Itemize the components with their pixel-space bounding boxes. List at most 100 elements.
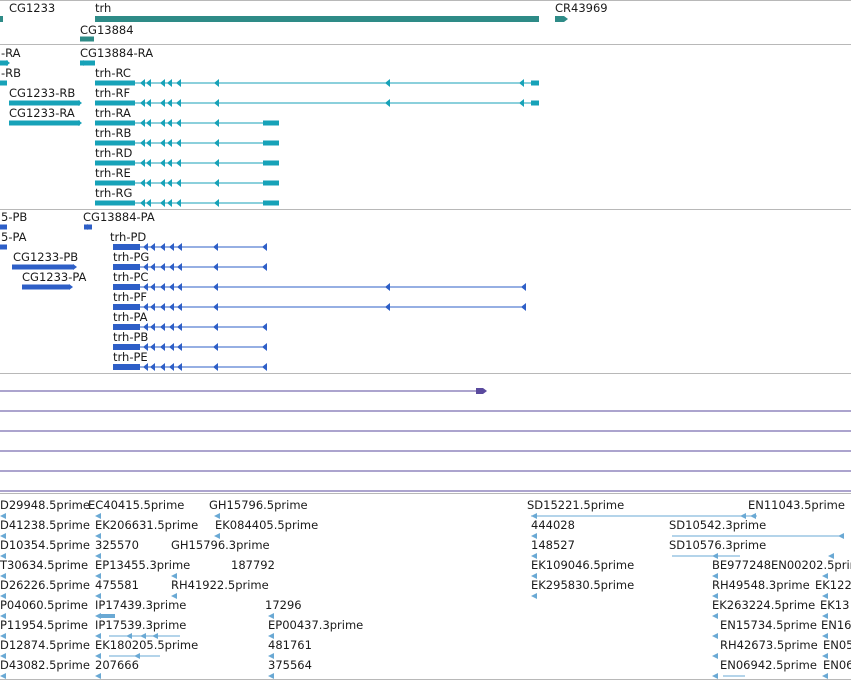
feature-label[interactable]: 17296	[265, 598, 302, 612]
feature-label[interactable]: EN00202.5prime	[771, 558, 851, 572]
exon-block[interactable]	[555, 16, 568, 22]
strand-arrow-left[interactable]	[160, 99, 165, 107]
est-glyph[interactable]	[268, 653, 274, 659]
exon-block[interactable]	[95, 100, 135, 106]
strand-arrow-left[interactable]	[177, 323, 182, 331]
strand-arrow-left[interactable]	[167, 99, 172, 107]
strand-arrow-left[interactable]	[213, 243, 218, 251]
feature-label[interactable]: CG1233	[9, 1, 56, 15]
exon-block[interactable]	[263, 160, 279, 166]
strand-arrow-left[interactable]	[169, 243, 174, 251]
feature-label[interactable]: EN15734.5prime	[720, 618, 817, 632]
strand-arrow-left[interactable]	[214, 139, 219, 147]
exon-block[interactable]	[95, 200, 135, 206]
feature-label[interactable]: EC40415.5prime	[88, 498, 185, 512]
strand-arrow-left[interactable]	[176, 79, 181, 87]
est-glyph[interactable]	[531, 553, 537, 559]
strand-arrow-left[interactable]	[167, 159, 172, 167]
est-glyph[interactable]	[822, 673, 828, 679]
strand-arrow-left[interactable]	[140, 99, 145, 107]
feature-label[interactable]: RH41922.5prime	[171, 578, 269, 592]
strand-arrow-left[interactable]	[177, 363, 182, 371]
feature-label[interactable]: D12874.5prime	[0, 638, 90, 652]
est-glyph[interactable]	[750, 513, 756, 519]
feature-label[interactable]: 187792	[231, 558, 275, 572]
strand-arrow-left[interactable]	[214, 199, 219, 207]
strand-arrow-left[interactable]	[143, 303, 148, 311]
strand-arrow-left[interactable]	[140, 119, 145, 127]
exon-block[interactable]	[263, 200, 279, 206]
feature-label[interactable]: EK122	[815, 578, 851, 592]
est-glyph[interactable]	[95, 573, 101, 579]
strand-arrow-left[interactable]	[160, 139, 165, 147]
est-glyph[interactable]	[0, 633, 6, 639]
est-glyph[interactable]	[268, 613, 274, 619]
feature-label[interactable]: RH42673.5prime	[720, 638, 818, 652]
strand-arrow-left[interactable]	[160, 303, 165, 311]
feature-label[interactable]: 5-PB	[1, 210, 28, 224]
strand-arrow-left[interactable]	[385, 79, 390, 87]
strand-arrow-left[interactable]	[160, 323, 165, 331]
est-glyph[interactable]	[134, 653, 140, 659]
strand-arrow-left[interactable]	[146, 99, 151, 107]
strand-arrow-left[interactable]	[262, 243, 267, 251]
feature-label[interactable]: EN06942.5prime	[720, 658, 817, 672]
strand-arrow-left[interactable]	[160, 159, 165, 167]
feature-label[interactable]: CG1233-RB	[9, 86, 76, 100]
feature-label[interactable]: EP13455.3prime	[95, 558, 191, 572]
feature-label[interactable]: trh-RB	[95, 126, 132, 140]
feature-label[interactable]: EN16	[821, 618, 851, 632]
feature-label[interactable]: -RA	[1, 46, 21, 60]
strand-arrow-left[interactable]	[213, 283, 218, 291]
strand-arrow-left[interactable]	[214, 99, 219, 107]
feature-label[interactable]: 5-PA	[1, 230, 27, 244]
strand-arrow-left[interactable]	[150, 363, 155, 371]
feature-label[interactable]: trh-RC	[95, 66, 131, 80]
feature-label[interactable]: RH49548.3prime	[712, 578, 810, 592]
strand-arrow-left[interactable]	[214, 159, 219, 167]
strand-arrow-left[interactable]	[140, 199, 145, 207]
strand-arrow-left[interactable]	[521, 303, 526, 311]
strand-arrow-left[interactable]	[150, 343, 155, 351]
strand-arrow-left[interactable]	[177, 343, 182, 351]
strand-arrow-left[interactable]	[140, 179, 145, 187]
feature-label[interactable]: 375564	[268, 658, 312, 672]
strand-arrow-right[interactable]	[78, 120, 82, 126]
strand-arrow-left[interactable]	[167, 119, 172, 127]
strand-arrow-left[interactable]	[213, 343, 218, 351]
feature-label[interactable]: SD10576.3prime	[669, 538, 767, 552]
strand-arrow-left[interactable]	[176, 179, 181, 187]
exon-block[interactable]	[95, 180, 135, 186]
strand-arrow-left[interactable]	[176, 159, 181, 167]
strand-arrow-left[interactable]	[167, 79, 172, 87]
est-glyph[interactable]	[712, 673, 718, 679]
strand-arrow-left[interactable]	[160, 283, 165, 291]
exon-block[interactable]	[0, 80, 7, 86]
feature-label[interactable]: P04060.5prime	[0, 598, 88, 612]
strand-arrow-left[interactable]	[177, 243, 182, 251]
strand-arrow-left[interactable]	[150, 283, 155, 291]
strand-arrow-left[interactable]	[160, 179, 165, 187]
strand-arrow-left[interactable]	[176, 119, 181, 127]
strand-arrow-left[interactable]	[160, 263, 165, 271]
est-glyph[interactable]	[268, 673, 274, 679]
strand-arrow-right[interactable]	[78, 100, 82, 106]
feature-label[interactable]: trh-RD	[95, 146, 133, 160]
strand-arrow-left[interactable]	[177, 263, 182, 271]
est-glyph[interactable]	[95, 673, 101, 679]
feature-label[interactable]: EN05	[823, 638, 851, 652]
feature-label[interactable]: GH15796.5prime	[209, 498, 308, 512]
feature-label[interactable]: 148527	[531, 538, 575, 552]
exon-block[interactable]	[0, 244, 7, 250]
strand-arrow-left[interactable]	[150, 323, 155, 331]
est-glyph[interactable]	[95, 653, 101, 659]
exon-block[interactable]	[263, 120, 279, 126]
strand-arrow-left[interactable]	[176, 199, 181, 207]
strand-arrow-left[interactable]	[262, 263, 267, 271]
strand-arrow-left[interactable]	[160, 343, 165, 351]
strand-arrow-left[interactable]	[169, 303, 174, 311]
feature-label[interactable]: trh-RA	[95, 106, 131, 120]
exon-block[interactable]	[531, 80, 539, 86]
est-glyph[interactable]	[152, 633, 158, 639]
strand-arrow-left[interactable]	[177, 283, 182, 291]
